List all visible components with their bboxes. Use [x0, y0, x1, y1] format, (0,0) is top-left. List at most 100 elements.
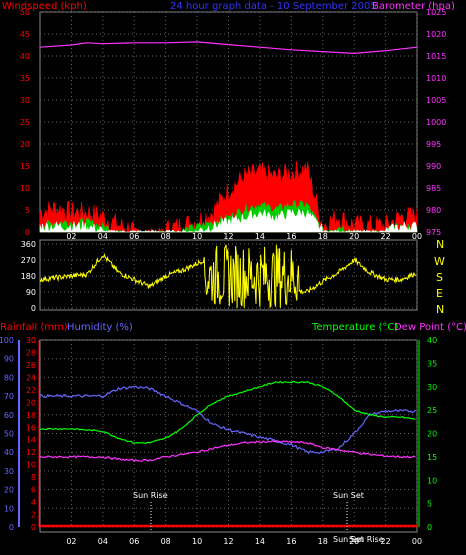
sun-set-bottom-label: Sun Set — [333, 535, 364, 544]
barometer-tick-label: 995 — [426, 140, 441, 149]
temp-x-tick-label: 16 — [286, 537, 296, 546]
temperature-series — [39, 380, 416, 445]
chart-title: 24 hour graph data - 10 September 2005 — [170, 1, 377, 12]
rainfall-tick-label: 24 — [26, 373, 36, 382]
direction-tick-label: 270 — [21, 256, 36, 265]
compass-s: S — [436, 271, 443, 284]
temp-tick-label: 20 — [427, 430, 437, 439]
temp-x-tick-label: 04 — [98, 537, 108, 546]
wind-tick-label: 25 — [20, 118, 30, 127]
wind-x-tick-label: 20 — [349, 232, 359, 241]
barometer-tick-label: 1000 — [426, 118, 446, 127]
wind-tick-label: 0 — [25, 228, 30, 237]
wind-x-tick-label: 04 — [98, 232, 108, 241]
wind-x-tick-label: 10 — [192, 232, 202, 241]
humidity-tick-label: 100 — [0, 336, 14, 345]
rainfall-tick-label: 12 — [26, 448, 36, 457]
barometer-tick-label: 990 — [426, 162, 441, 171]
humidity-tick-label: 30 — [4, 467, 14, 476]
rainfall-axis-label: Rainfall (mm) — [0, 322, 68, 333]
compass-n-top: N — [436, 238, 444, 251]
wind-x-tick-label: 08 — [161, 232, 171, 241]
temp-tick-label: 25 — [427, 406, 437, 415]
rainfall-tick-label: 18 — [26, 411, 36, 420]
compass-e: E — [436, 287, 443, 300]
humidity-tick-label: 50 — [4, 430, 14, 439]
wind-x-tick-label: 00 — [412, 232, 422, 241]
wind-axis-label: Windspeed (kph) — [2, 1, 87, 12]
wind-x-tick-label: 18 — [318, 232, 328, 241]
wind-tick-label: 30 — [20, 96, 30, 105]
temp-x-tick-label: 00 — [412, 537, 422, 546]
rainfall-tick-label: 22 — [26, 386, 36, 395]
temp-x-tick-label: 12 — [223, 537, 233, 546]
barometer-axis-label: Barometer (hpa) — [372, 1, 455, 12]
temp-tick-label: 10 — [427, 476, 437, 485]
temp-x-tick-label: 08 — [161, 537, 171, 546]
temp-x-tick-label: 02 — [66, 537, 76, 546]
direction-tick-label: 0 — [31, 304, 36, 313]
barometer-series — [39, 41, 418, 55]
dewpoint-series — [39, 439, 416, 463]
dewpoint-axis-label: Dew Point (°C) — [394, 322, 466, 333]
humidity-tick-label: 40 — [4, 448, 14, 457]
temp-x-tick-label: 18 — [318, 537, 328, 546]
direction-tick-label: 180 — [21, 272, 36, 281]
humidity-tick-label: 20 — [4, 486, 14, 495]
temp-x-tick-label: 10 — [192, 537, 202, 546]
barometer-tick-label: 1025 — [426, 8, 446, 17]
wind-tick-label: 10 — [20, 184, 30, 193]
wind-tick-label: 20 — [20, 140, 30, 149]
temp-tick-label: 0 — [427, 523, 432, 532]
barometer-tick-label: 1005 — [426, 96, 446, 105]
temp-x-tick-label: 06 — [129, 537, 139, 546]
temp-tick-label: 30 — [427, 383, 437, 392]
wind-x-tick-label: 02 — [66, 232, 76, 241]
compass-n-bottom: N — [436, 303, 444, 316]
wind-tick-label: 50 — [20, 8, 30, 17]
wind-x-tick-label: 16 — [286, 232, 296, 241]
rainfall-tick-label: 16 — [26, 423, 36, 432]
humidity-series — [39, 385, 416, 455]
wind-tick-label: 15 — [20, 162, 30, 171]
barometer-tick-label: 975 — [426, 228, 441, 237]
rainfall-tick-label: 8 — [31, 473, 36, 482]
temperature-axis-label: Temperature (°C) — [311, 322, 398, 333]
barometer-tick-label: 1020 — [426, 30, 446, 39]
temp-x-tick-label: 22 — [380, 537, 390, 546]
humidity-tick-label: 0 — [9, 523, 14, 532]
temp-tick-label: 35 — [427, 359, 437, 368]
temp-x-tick-label: 14 — [255, 537, 265, 546]
humidity-tick-label: 70 — [4, 392, 14, 401]
wind-x-tick-label: 14 — [255, 232, 265, 241]
temp-tick-label: 40 — [427, 336, 437, 345]
sun-rise-bottom-label: Sun Rise — [349, 535, 384, 544]
rainfall-tick-label: 20 — [26, 398, 36, 407]
rainfall-tick-label: 28 — [26, 348, 36, 357]
temp-x-tick-label: 20 — [349, 537, 359, 546]
barometer-tick-label: 985 — [426, 184, 441, 193]
barometer-tick-label: 1015 — [426, 52, 446, 61]
wind-tick-label: 5 — [25, 206, 30, 215]
rainfall-tick-label: 0 — [31, 523, 36, 532]
humidity-tick-label: 80 — [4, 373, 14, 382]
humidity-tick-label: 90 — [4, 355, 14, 364]
wind-white-series — [39, 208, 418, 234]
wind-x-tick-label: 22 — [380, 232, 390, 241]
direction-tick-label: 360 — [21, 240, 36, 249]
compass-w: W — [434, 255, 445, 268]
direction-tick-label: 90 — [26, 288, 36, 297]
wind-tick-label: 40 — [20, 52, 30, 61]
rainfall-tick-label: 14 — [26, 436, 36, 445]
rainfall-tick-label: 26 — [26, 361, 36, 370]
humidity-tick-label: 60 — [4, 411, 14, 420]
temp-tick-label: 5 — [427, 500, 432, 509]
humidity-tick-label: 10 — [4, 504, 14, 513]
rainfall-tick-label: 6 — [31, 486, 36, 495]
rainfall-tick-label: 4 — [31, 498, 36, 507]
rainfall-tick-label: 10 — [26, 461, 36, 470]
wind-x-tick-label: 06 — [129, 232, 139, 241]
sun-rise-label: Sun Rise — [133, 491, 168, 500]
rainfall-tick-label: 2 — [31, 511, 36, 520]
